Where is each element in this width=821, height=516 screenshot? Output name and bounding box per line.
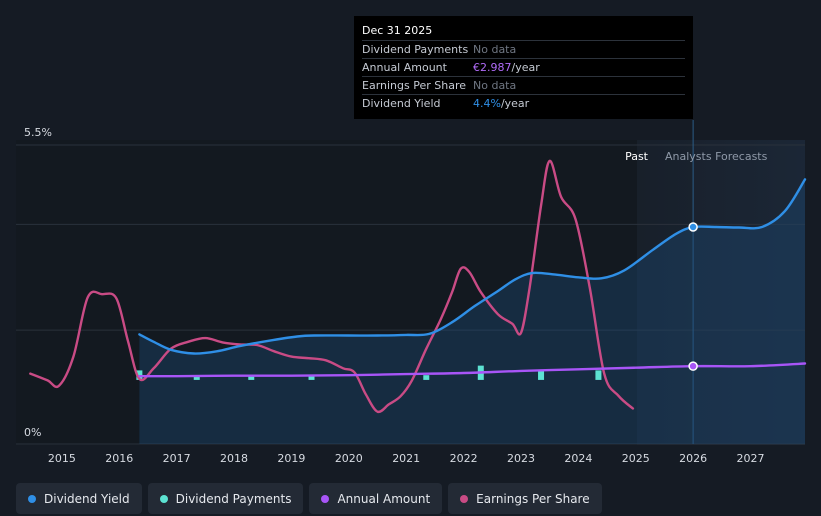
dividend-payment-bar [595,370,602,380]
tooltip-value: 4.4% [473,97,501,110]
x-tick-label: 2027 [736,452,764,465]
x-tick-label: 2017 [163,452,191,465]
tooltip-label: Dividend Payments [362,43,469,56]
legend-earnings-per-share[interactable]: Earnings Per Share [448,483,602,514]
legend-dot-icon [460,494,469,503]
tooltip-value: No data [473,43,517,56]
legend-label: Dividend Payments [175,491,292,506]
chart-legend: Dividend Yield Dividend Payments Annual … [16,483,602,515]
x-tick-label: 2016 [105,452,133,465]
highlight-points [688,222,698,371]
tooltip-row-dividend-yield: Dividend Yield 4.4%/year [362,94,685,112]
tooltip-value: No data [473,79,517,92]
highlight-point [688,361,698,371]
x-tick-label: 2023 [507,452,535,465]
dividend-payment-bar [248,375,255,380]
tooltip-label: Dividend Yield [362,97,441,110]
forecast-region [637,140,805,445]
tooltip-value: €2.987 [473,61,512,74]
x-tick-label: 2020 [335,452,363,465]
x-tick-label: 2022 [450,452,478,465]
dividend-payment-bar [538,369,545,380]
tooltip-unit: /year [511,61,540,74]
x-tick-label: 2018 [220,452,248,465]
yield-area-fill [139,179,805,444]
grid-lines [16,120,805,445]
y-axis-bottom-label: 0% [24,426,41,439]
x-axis-ticks: 2015 2016 2017 2018 2019 2020 2021 2022 2023 2024… [48,452,765,465]
highlight-point [688,222,698,232]
past-region [16,140,693,445]
y-axis-top-label: 5.5% [24,126,52,139]
past-zone-label: Past [625,150,649,163]
tooltip-row-dividend-payments: Dividend Payments No data [362,40,685,58]
tooltip-date: Dec 31 2025 [362,24,433,37]
legend-label: Earnings Per Share [476,491,590,506]
x-tick-label: 2019 [277,452,305,465]
legend-annual-amount[interactable]: Annual Amount [309,483,443,514]
dividend-payment-bar [308,375,315,380]
hover-tooltip: Dec 31 2025 Dividend Payments No data An… [354,16,693,119]
tooltip-row-eps: Earnings Per Share No data [362,76,685,94]
legend-dot-icon [321,494,330,503]
x-tick-label: 2015 [48,452,76,465]
legend-label: Dividend Yield [44,491,130,506]
x-tick-label: 2026 [679,452,707,465]
legend-label: Annual Amount [337,491,431,506]
tooltip-unit: /year [500,97,530,110]
x-tick-label: 2021 [392,452,420,465]
earnings-per-share-line [29,159,635,414]
x-tick-label: 2024 [564,452,592,465]
legend-dot-icon [159,494,168,503]
tooltip-label: Annual Amount [362,61,447,74]
dividend-payment-bar [193,375,200,380]
legend-dividend-yield[interactable]: Dividend Yield [16,483,142,514]
yield-area [139,179,805,444]
forecast-zone-label: Analysts Forecasts [665,150,768,163]
tooltip-label: Earnings Per Share [362,79,467,92]
tooltip-row-annual-amount: Annual Amount €2.987/year [362,58,685,76]
legend-dot-icon [28,494,36,503]
dividend-payment-bar [423,375,430,380]
legend-dividend-payments[interactable]: Dividend Payments [147,483,304,514]
x-tick-label: 2025 [622,452,650,465]
